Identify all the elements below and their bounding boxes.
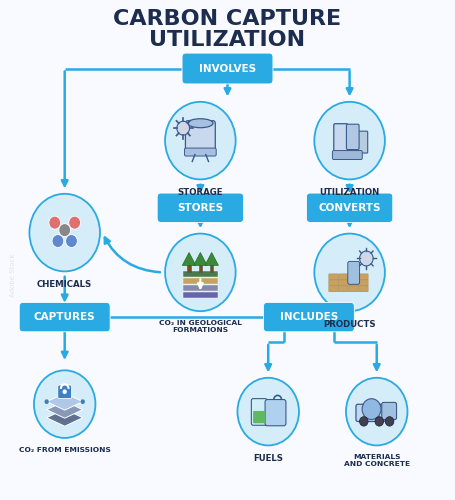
Polygon shape: [47, 401, 83, 418]
FancyBboxPatch shape: [58, 385, 71, 398]
FancyBboxPatch shape: [349, 280, 358, 286]
FancyBboxPatch shape: [183, 292, 217, 298]
Circle shape: [314, 102, 385, 180]
Circle shape: [66, 234, 77, 248]
Circle shape: [30, 194, 100, 272]
FancyBboxPatch shape: [329, 274, 339, 280]
Circle shape: [34, 370, 96, 438]
Circle shape: [81, 400, 85, 404]
Text: STORAGE: STORAGE: [177, 188, 223, 198]
Text: PRODUCTS: PRODUCTS: [324, 320, 376, 329]
Text: Adobe Stock: Adobe Stock: [10, 253, 16, 296]
Circle shape: [62, 390, 67, 394]
FancyBboxPatch shape: [185, 148, 216, 156]
Text: INCLUDES: INCLUDES: [280, 312, 338, 322]
Circle shape: [49, 216, 61, 229]
Circle shape: [375, 416, 384, 426]
Circle shape: [359, 416, 368, 426]
FancyBboxPatch shape: [186, 120, 215, 153]
Circle shape: [177, 121, 190, 135]
FancyBboxPatch shape: [19, 302, 110, 332]
Circle shape: [385, 416, 394, 426]
FancyBboxPatch shape: [183, 278, 217, 284]
FancyBboxPatch shape: [183, 286, 217, 292]
FancyBboxPatch shape: [339, 274, 348, 280]
FancyBboxPatch shape: [357, 131, 368, 153]
FancyBboxPatch shape: [329, 286, 339, 292]
Polygon shape: [47, 393, 83, 410]
Polygon shape: [205, 252, 218, 266]
FancyBboxPatch shape: [306, 193, 393, 222]
Text: UTILIZATION: UTILIZATION: [319, 188, 380, 198]
FancyBboxPatch shape: [187, 264, 191, 272]
FancyBboxPatch shape: [356, 404, 385, 421]
Circle shape: [165, 102, 236, 180]
Circle shape: [69, 216, 81, 229]
Text: CHEMICALS: CHEMICALS: [37, 280, 92, 289]
Circle shape: [165, 234, 236, 311]
FancyBboxPatch shape: [182, 53, 273, 84]
Text: INVOLVES: INVOLVES: [199, 64, 256, 74]
Text: FUELS: FUELS: [253, 454, 283, 464]
Text: CARBON CAPTURE: CARBON CAPTURE: [113, 9, 342, 29]
Text: CAPTURES: CAPTURES: [34, 312, 96, 322]
Circle shape: [238, 378, 299, 446]
FancyBboxPatch shape: [263, 302, 354, 332]
FancyBboxPatch shape: [348, 262, 359, 284]
FancyBboxPatch shape: [198, 264, 202, 272]
Circle shape: [314, 234, 385, 311]
FancyBboxPatch shape: [333, 150, 362, 160]
Text: UTILIZATION: UTILIZATION: [149, 30, 306, 50]
Polygon shape: [193, 252, 207, 266]
FancyBboxPatch shape: [382, 402, 397, 419]
FancyBboxPatch shape: [329, 280, 339, 286]
FancyBboxPatch shape: [334, 124, 348, 156]
Ellipse shape: [188, 118, 213, 128]
FancyBboxPatch shape: [359, 286, 368, 292]
Polygon shape: [47, 409, 83, 426]
FancyBboxPatch shape: [210, 264, 213, 272]
Text: CONVERTS: CONVERTS: [318, 202, 381, 212]
FancyBboxPatch shape: [349, 286, 358, 292]
Circle shape: [362, 398, 381, 419]
FancyBboxPatch shape: [157, 193, 243, 222]
FancyBboxPatch shape: [339, 280, 348, 286]
Circle shape: [359, 251, 373, 266]
Text: CO₂ IN GEOLOGICAL
FORMATIONS: CO₂ IN GEOLOGICAL FORMATIONS: [159, 320, 242, 333]
FancyBboxPatch shape: [359, 280, 368, 286]
Circle shape: [45, 400, 49, 404]
Circle shape: [346, 378, 408, 446]
Text: STORES: STORES: [177, 202, 223, 212]
Text: CO₂ FROM EMISSIONS: CO₂ FROM EMISSIONS: [19, 447, 111, 453]
Text: MATERIALS
AND CONCRETE: MATERIALS AND CONCRETE: [344, 454, 410, 468]
FancyBboxPatch shape: [253, 411, 265, 424]
FancyBboxPatch shape: [339, 286, 348, 292]
FancyBboxPatch shape: [346, 124, 359, 150]
Circle shape: [59, 224, 71, 236]
FancyBboxPatch shape: [251, 398, 267, 425]
FancyBboxPatch shape: [265, 400, 286, 426]
FancyBboxPatch shape: [183, 272, 217, 278]
FancyBboxPatch shape: [359, 274, 368, 280]
FancyBboxPatch shape: [349, 274, 358, 280]
Polygon shape: [182, 252, 196, 266]
Circle shape: [52, 234, 64, 248]
